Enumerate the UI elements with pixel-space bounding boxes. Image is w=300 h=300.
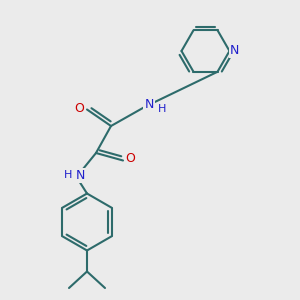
Text: O: O — [75, 101, 84, 115]
Text: H: H — [158, 104, 166, 115]
Text: N: N — [144, 98, 154, 112]
Text: O: O — [126, 152, 135, 166]
Text: N: N — [75, 169, 85, 182]
Text: H: H — [64, 170, 72, 181]
Text: N: N — [230, 44, 240, 58]
